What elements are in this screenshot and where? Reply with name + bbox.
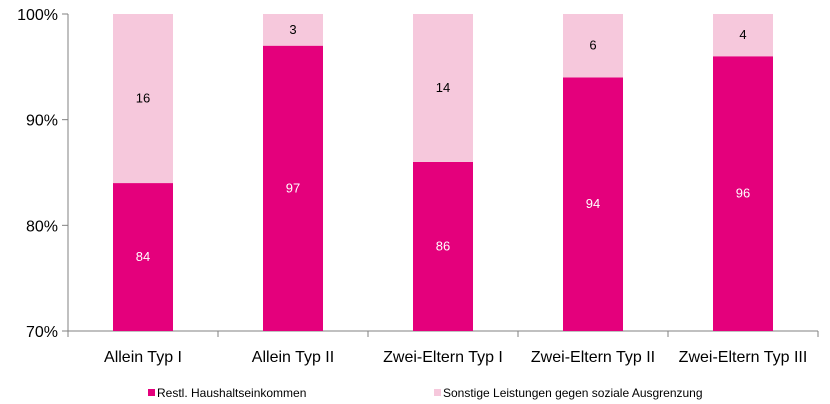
data-label-restl-haushaltseinkommen: 97: [286, 180, 300, 195]
chart-data-labels: 84 16 97 3 86 14 94 6 96 4: [136, 22, 750, 264]
data-label-sonstige-leistungen: 6: [589, 38, 596, 53]
legend-swatch: [434, 389, 441, 396]
bar-segment-restl-haushaltseinkommen: [413, 161, 473, 331]
bar-segment-sonstige-leistungen: [263, 14, 323, 46]
data-label-sonstige-leistungen: 4: [739, 27, 746, 42]
bar-segment-restl-haushaltseinkommen: [263, 45, 323, 331]
x-category-label: Zwei-Eltern Typ I: [383, 349, 503, 366]
bar-segment-sonstige-leistungen: [113, 14, 173, 184]
y-tick-label: 90%: [26, 113, 58, 130]
legend-swatch: [148, 389, 155, 396]
bar-segment-restl-haushaltseinkommen: [713, 56, 773, 332]
data-label-sonstige-leistungen: 16: [136, 91, 150, 106]
x-category-label: Allein Typ I: [104, 349, 182, 366]
legend-label: Restl. Haushaltseinkommen: [157, 386, 306, 400]
data-label-restl-haushaltseinkommen: 94: [586, 196, 600, 211]
data-label-restl-haushaltseinkommen: 84: [136, 249, 150, 264]
bar-segment-sonstige-leistungen: [563, 14, 623, 78]
bar-segment-restl-haushaltseinkommen: [113, 183, 173, 331]
legend-label: Sonstige Leistungen gegen soziale Ausgre…: [443, 386, 703, 400]
x-category-label: Zwei-Eltern Typ II: [531, 349, 655, 366]
bar-segment-sonstige-leistungen: [713, 14, 773, 57]
chart-axes: 70% 80% 90% 100% Allein Typ I Allein Typ II Zw…: [17, 7, 819, 366]
x-category-label: Zwei-Eltern Typ III: [679, 349, 808, 366]
data-label-sonstige-leistungen: 14: [436, 80, 450, 95]
chart-bars: [113, 14, 773, 332]
y-tick-label: 70%: [26, 324, 58, 341]
data-label-sonstige-leistungen: 3: [289, 22, 296, 37]
x-category-label: Allein Typ II: [252, 349, 334, 366]
y-tick-label: 80%: [26, 218, 58, 235]
bar-segment-restl-haushaltseinkommen: [563, 77, 623, 332]
chart-legend: Restl. Haushaltseinkommen Sonstige Leistu…: [148, 386, 703, 400]
y-tick-label: 100%: [17, 7, 58, 24]
data-label-restl-haushaltseinkommen: 86: [436, 238, 450, 253]
data-label-restl-haushaltseinkommen: 96: [736, 186, 750, 201]
bar-segment-sonstige-leistungen: [413, 14, 473, 162]
